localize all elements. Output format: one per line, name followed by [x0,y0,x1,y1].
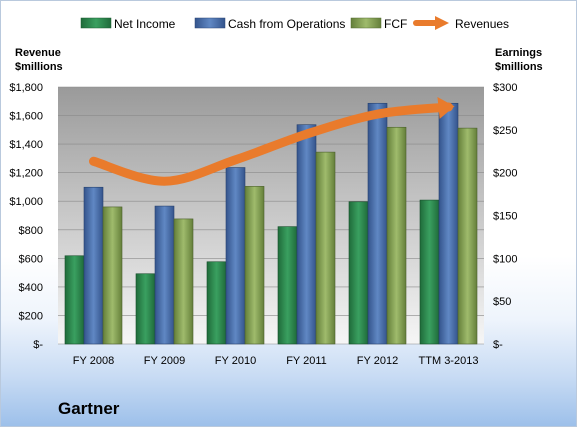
bar-fcf-3 [316,152,335,344]
legend-label-net-income: Net Income [114,17,176,31]
bar-fcf-2 [245,186,264,344]
right-tick-label-1: $50 [493,296,511,308]
right-tick-label-6: $300 [493,82,517,94]
right-tick-label-3: $150 [493,211,517,223]
left-tick-label-7: $1,400 [9,139,43,151]
bar-net-income-3 [278,227,297,344]
bar-cfo-4 [368,103,387,344]
right-tick-label-0: $- [493,339,503,351]
legend-swatch-cfo [195,18,225,28]
left-tick-label-0: $- [33,339,43,351]
bar-fcf-1 [174,219,193,344]
bar-net-income-2 [207,262,226,344]
x-axis: FY 2008 FY 2009 FY 2010 FY 2011 FY 2012 TTM 3… [73,355,479,367]
left-tick-label-8: $1,600 [9,111,43,123]
x-tick-label-3: FY 2011 [286,355,327,367]
bar-cfo-2 [226,168,245,344]
legend: Net Income Cash from Operations FCF Reve… [81,16,509,31]
company-name: Gartner [58,399,120,418]
bar-net-income-5 [420,200,439,344]
x-tick-label-0: FY 2008 [73,355,114,367]
left-tick-label-6: $1,200 [9,168,43,180]
left-tick-label-5: $1,000 [9,196,43,208]
bar-fcf-0 [103,207,122,344]
right-tick-label-2: $100 [493,253,517,265]
left-axis-title-line1: Revenue [15,47,61,59]
right-axis-title-line2: $millions [495,61,543,73]
left-axis-title-line2: $millions [15,61,63,73]
legend-label-fcf: FCF [384,17,407,31]
bar-cfo-1 [155,206,174,344]
left-tick-label-9: $1,800 [9,82,43,94]
legend-label-cfo: Cash from Operations [228,17,345,31]
x-tick-label-4: FY 2012 [357,355,398,367]
left-tick-label-2: $400 [19,282,43,294]
bar-net-income-1 [136,274,155,344]
bar-fcf-4 [387,127,406,344]
right-tick-label-4: $200 [493,168,517,180]
left-tick-label-4: $800 [19,225,43,237]
x-tick-label-1: FY 2009 [144,355,185,367]
left-axis: $- $200 $400 $600 $800 $1,000 $1,200 $1,400 $1,6… [9,82,43,351]
x-tick-label-5: TTM 3-2013 [419,355,479,367]
bar-net-income-0 [65,256,84,344]
left-tick-label-3: $600 [19,253,43,265]
bar-cfo-5 [439,103,458,344]
legend-swatch-net-income [81,18,111,28]
bar-cfo-3 [297,125,316,344]
bar-net-income-4 [349,202,368,344]
bar-cfo-0 [84,187,103,344]
legend-swatch-fcf [351,18,381,28]
legend-swatch-revenues [416,16,449,30]
right-axis-title-line1: Earnings [495,47,542,59]
left-tick-label-1: $200 [19,310,43,322]
bar-fcf-5 [458,128,477,344]
x-tick-label-2: FY 2010 [215,355,256,367]
right-axis: $- $50 $100 $150 $200 $250 $300 [493,82,517,351]
right-tick-label-5: $250 [493,125,517,137]
legend-label-revenues: Revenues [455,17,509,31]
